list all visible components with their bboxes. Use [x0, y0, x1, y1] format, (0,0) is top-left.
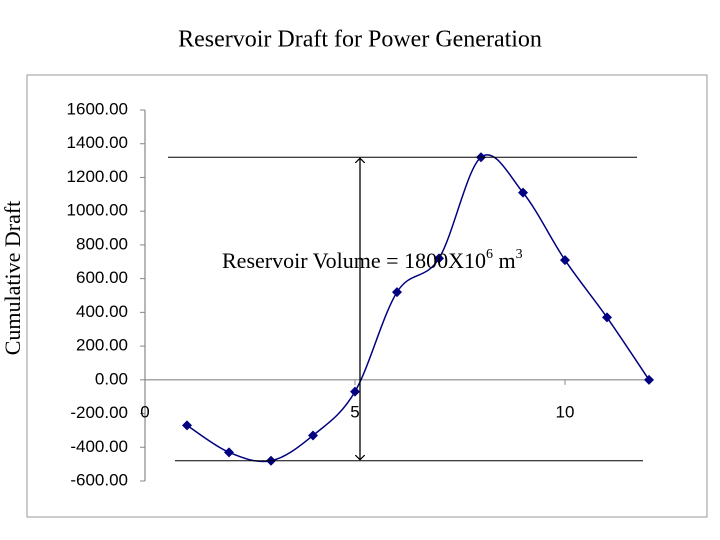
y-tick-label: 200.00	[76, 336, 128, 355]
annotation-exponent: 6	[486, 247, 493, 262]
data-point	[350, 386, 360, 397]
data-point	[560, 255, 570, 266]
x-tick-label: 5	[350, 402, 359, 421]
data-point	[602, 312, 612, 323]
data-point	[392, 287, 402, 298]
y-tick-label: 1000.00	[67, 201, 128, 220]
series-line	[186, 154, 650, 463]
annotation-unit: m	[493, 248, 516, 273]
data-point	[518, 187, 528, 198]
data-point	[434, 253, 444, 264]
data-point	[644, 374, 654, 385]
annotation-text: Reservoir Volume = 1800X10	[222, 248, 486, 273]
y-tick-label: 1600.00	[67, 99, 128, 118]
y-tick-label: 800.00	[76, 234, 128, 253]
annotation-exponent: 3	[516, 247, 523, 262]
y-tick-label: -200.00	[70, 403, 128, 422]
x-tick-label: 0	[140, 402, 149, 421]
chart-frame	[26, 74, 708, 518]
chart-title: Reservoir Draft for Power Generation	[178, 27, 542, 53]
y-tick-label: 1400.00	[67, 133, 128, 152]
data-point	[182, 420, 192, 431]
y-tick-label: 600.00	[76, 268, 128, 287]
annotation: Reservoir Volume = 1800X106 m3	[222, 247, 523, 273]
y-tick-label: 0.00	[95, 369, 128, 388]
y-tick-label: -400.00	[70, 437, 128, 456]
y-tick-label: 1200.00	[67, 167, 128, 186]
y-axis-label: Cumulative Draft	[0, 201, 25, 356]
data-point	[308, 430, 318, 441]
x-tick-label: 10	[556, 402, 575, 421]
data-point	[224, 447, 234, 458]
y-tick-label: 400.00	[76, 302, 128, 321]
y-tick-label: -600.00	[70, 470, 128, 489]
